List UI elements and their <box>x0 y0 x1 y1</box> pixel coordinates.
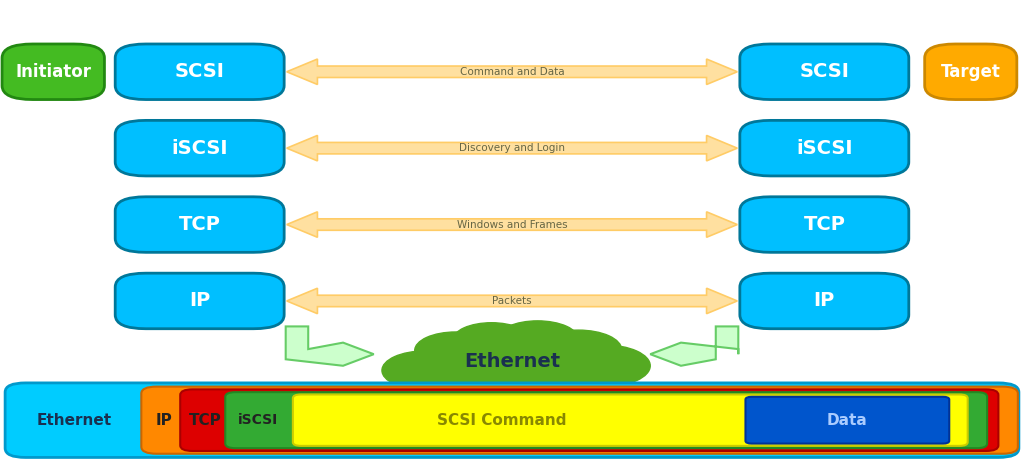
Text: Initiator: Initiator <box>15 63 91 81</box>
Circle shape <box>415 332 497 369</box>
FancyBboxPatch shape <box>180 389 998 451</box>
Polygon shape <box>286 326 374 366</box>
Text: SCSI Command: SCSI Command <box>437 413 566 428</box>
FancyBboxPatch shape <box>745 397 949 444</box>
Circle shape <box>497 321 579 358</box>
FancyBboxPatch shape <box>115 120 285 176</box>
Text: TCP: TCP <box>179 215 220 234</box>
Circle shape <box>425 333 538 384</box>
Polygon shape <box>287 212 737 237</box>
Circle shape <box>396 360 474 395</box>
Circle shape <box>453 323 530 358</box>
FancyBboxPatch shape <box>115 197 285 252</box>
Text: SCSI: SCSI <box>800 62 849 81</box>
FancyBboxPatch shape <box>925 44 1017 100</box>
Circle shape <box>536 330 622 369</box>
Text: Ethernet: Ethernet <box>36 413 112 428</box>
FancyBboxPatch shape <box>5 383 1019 457</box>
FancyBboxPatch shape <box>115 273 285 329</box>
Text: IP: IP <box>156 413 172 428</box>
Text: iSCSI: iSCSI <box>238 413 279 427</box>
FancyBboxPatch shape <box>739 197 909 252</box>
FancyBboxPatch shape <box>2 44 104 100</box>
Text: Command and Data: Command and Data <box>460 67 564 77</box>
FancyBboxPatch shape <box>141 387 1018 454</box>
Text: iSCSI: iSCSI <box>796 138 853 158</box>
FancyBboxPatch shape <box>293 394 968 446</box>
Circle shape <box>445 333 579 394</box>
FancyBboxPatch shape <box>739 44 909 100</box>
Text: SCSI: SCSI <box>175 62 224 81</box>
FancyBboxPatch shape <box>739 120 909 176</box>
Text: Windows and Frames: Windows and Frames <box>457 219 567 230</box>
Text: Target: Target <box>941 63 1000 81</box>
Circle shape <box>494 369 571 404</box>
Polygon shape <box>287 135 737 161</box>
Text: TCP: TCP <box>804 215 845 234</box>
Polygon shape <box>650 326 738 366</box>
Circle shape <box>486 333 599 384</box>
FancyBboxPatch shape <box>739 273 909 329</box>
Text: IP: IP <box>189 291 210 311</box>
Text: Ethernet: Ethernet <box>464 351 560 371</box>
Circle shape <box>558 345 650 387</box>
Circle shape <box>442 369 520 404</box>
Text: Discovery and Login: Discovery and Login <box>459 143 565 153</box>
Text: iSCSI: iSCSI <box>171 138 228 158</box>
Circle shape <box>382 351 468 390</box>
Text: Data: Data <box>827 413 867 428</box>
FancyBboxPatch shape <box>225 392 987 448</box>
Text: IP: IP <box>814 291 835 311</box>
Polygon shape <box>287 288 737 314</box>
Circle shape <box>538 363 620 400</box>
FancyBboxPatch shape <box>115 44 285 100</box>
Text: TCP: TCP <box>188 413 221 428</box>
Polygon shape <box>287 59 737 84</box>
Text: Packets: Packets <box>493 296 531 306</box>
